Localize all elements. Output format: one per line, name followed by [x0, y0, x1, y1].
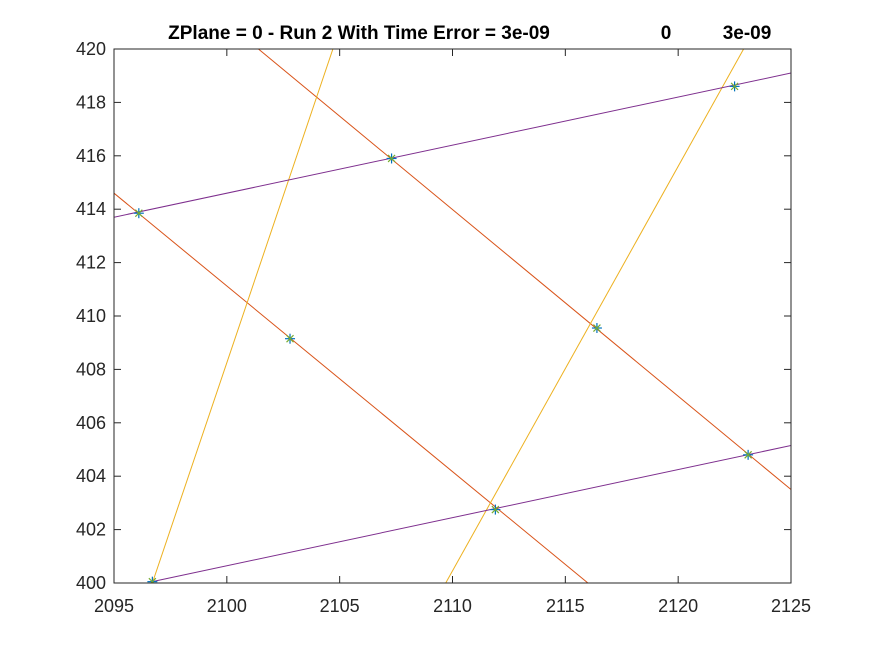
chart-title: ZPlane = 0 - Run 2 With Time Error = 3e-… — [168, 23, 550, 44]
x-tick-label: 2110 — [433, 596, 472, 616]
y-tick-label: 402 — [76, 520, 106, 540]
x-tick-label: 2105 — [320, 596, 360, 616]
x-tick-label: 2115 — [546, 596, 585, 616]
series-line-purple-4 — [114, 72, 791, 218]
y-axis: 400 402 404 406 408 410 412 414 416 418 420 — [76, 39, 791, 593]
x-axis: 2095 2100 2105 2110 2115 2120 2125 — [94, 49, 811, 616]
star-marker — [729, 81, 740, 92]
star-marker — [386, 153, 397, 164]
x-tick-label: 2120 — [658, 596, 698, 616]
series-layer — [114, 49, 791, 583]
marker-layer — [133, 81, 754, 583]
series-line-yellow-2 — [151, 49, 334, 583]
y-tick-label: 414 — [76, 199, 106, 219]
y-tick-label: 400 — [76, 573, 106, 593]
series-line-orange-0 — [114, 192, 589, 583]
y-tick-label: 412 — [76, 253, 106, 273]
y-tick-label: 404 — [76, 466, 106, 486]
y-tick-label: 406 — [76, 413, 106, 433]
y-tick-label: 420 — [76, 39, 106, 59]
y-tick-label: 416 — [76, 146, 106, 166]
y-tick-label: 418 — [76, 92, 106, 112]
x-tick-label: 2100 — [207, 596, 247, 616]
star-marker — [285, 333, 296, 344]
star-marker — [490, 504, 501, 515]
x-tick-label: 2125 — [771, 596, 811, 616]
y-tick-label: 410 — [76, 306, 106, 326]
plot-area — [114, 49, 791, 583]
y-tick-label: 408 — [76, 359, 106, 379]
series-line-orange-1 — [258, 49, 791, 490]
series-line-purple-5 — [152, 445, 791, 583]
star-marker — [591, 323, 602, 334]
series-line-yellow-3 — [445, 49, 745, 583]
x-tick-label: 2095 — [94, 596, 134, 616]
star-marker — [133, 208, 144, 219]
star-marker — [743, 449, 754, 460]
chart-title-extra-1: 0 — [661, 23, 672, 44]
star-marker — [147, 576, 158, 583]
chart-title-extra-2: 3e-09 — [723, 23, 772, 44]
